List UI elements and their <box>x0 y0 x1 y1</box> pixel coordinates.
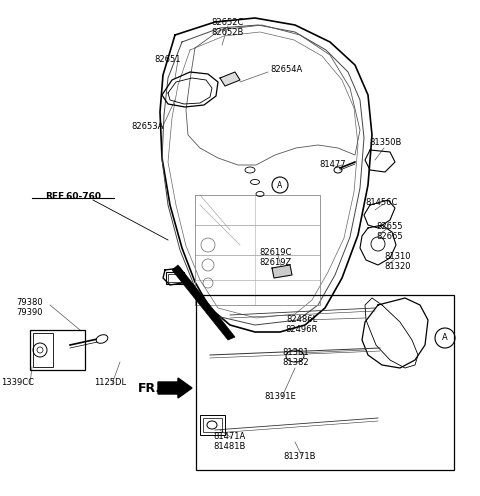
Text: 81350B: 81350B <box>370 138 402 147</box>
Text: 82652C
82652B: 82652C 82652B <box>212 18 244 37</box>
Text: REF.60-760: REF.60-760 <box>45 192 101 201</box>
Text: 81371B: 81371B <box>284 452 316 461</box>
Bar <box>166 272 184 284</box>
Text: 82653A: 82653A <box>132 122 164 131</box>
Polygon shape <box>220 72 240 86</box>
Bar <box>33 333 53 367</box>
Bar <box>30 330 85 370</box>
Text: 82486L
82496R: 82486L 82496R <box>286 315 318 334</box>
Text: FR.: FR. <box>138 381 161 394</box>
Text: 82654A: 82654A <box>270 65 302 74</box>
Text: 1125DL: 1125DL <box>94 378 126 387</box>
Text: 81477: 81477 <box>320 160 346 169</box>
Text: 1339CC: 1339CC <box>1 378 35 387</box>
Bar <box>200 415 225 435</box>
Text: 81456C: 81456C <box>366 198 398 207</box>
Text: 81391E: 81391E <box>264 392 296 401</box>
Polygon shape <box>172 265 235 340</box>
Text: 79380
79390: 79380 79390 <box>17 298 43 317</box>
Bar <box>196 295 454 470</box>
Polygon shape <box>158 378 192 398</box>
Text: 82655
82665: 82655 82665 <box>377 222 403 242</box>
Text: 81471A
81481B: 81471A 81481B <box>214 432 246 451</box>
Bar <box>168 274 182 282</box>
Text: 82619C
82619Z: 82619C 82619Z <box>260 248 292 267</box>
Text: 81381
81382: 81381 81382 <box>283 348 309 368</box>
Bar <box>203 418 222 432</box>
Ellipse shape <box>96 335 108 343</box>
Text: 82651: 82651 <box>155 55 181 64</box>
Text: A: A <box>442 333 448 343</box>
Text: A: A <box>277 181 283 189</box>
Text: 81310
81320: 81310 81320 <box>385 252 411 271</box>
Polygon shape <box>272 265 292 278</box>
